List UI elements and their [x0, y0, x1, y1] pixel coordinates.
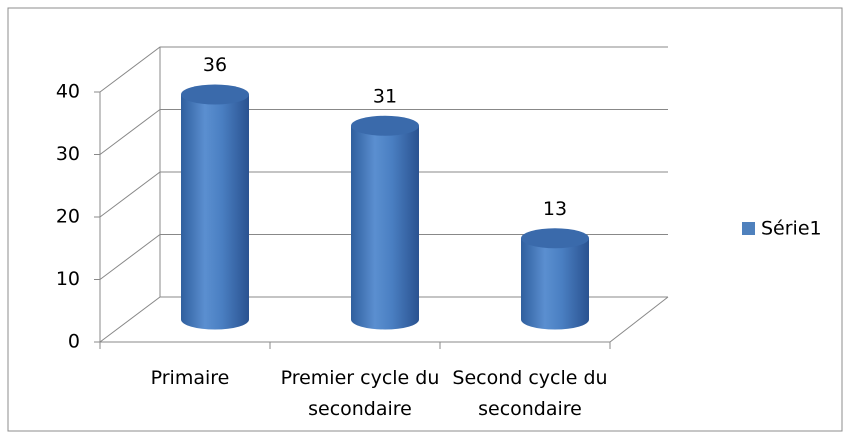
- y-tick-label: 30: [56, 143, 80, 165]
- grid-line: [99, 109, 668, 155]
- grid-line: [99, 296, 668, 343]
- bar: [181, 84, 249, 330]
- y-tick-label: 40: [56, 81, 80, 103]
- data-label: 36: [203, 54, 227, 76]
- bar: [521, 228, 589, 330]
- x-tick-label: Primaire: [150, 367, 230, 389]
- legend-label: Série1: [761, 218, 822, 240]
- x-tick-label: Second cycle du secondaire: [452, 367, 608, 420]
- floor-right-edge: [609, 296, 669, 343]
- y-tick-label: 10: [56, 268, 80, 290]
- chart-border: [7, 7, 843, 432]
- data-label: 31: [373, 85, 397, 107]
- grid-line: [99, 171, 668, 218]
- x-tick-label: Premier cycle du secondaire: [280, 367, 440, 420]
- grid-line: [99, 234, 668, 280]
- y-tick-label: 0: [68, 331, 80, 353]
- legend-swatch: [742, 222, 755, 235]
- grid-line: [99, 46, 668, 93]
- data-label: 13: [543, 198, 567, 220]
- bar: [351, 115, 419, 330]
- y-tick-label: 20: [56, 206, 80, 228]
